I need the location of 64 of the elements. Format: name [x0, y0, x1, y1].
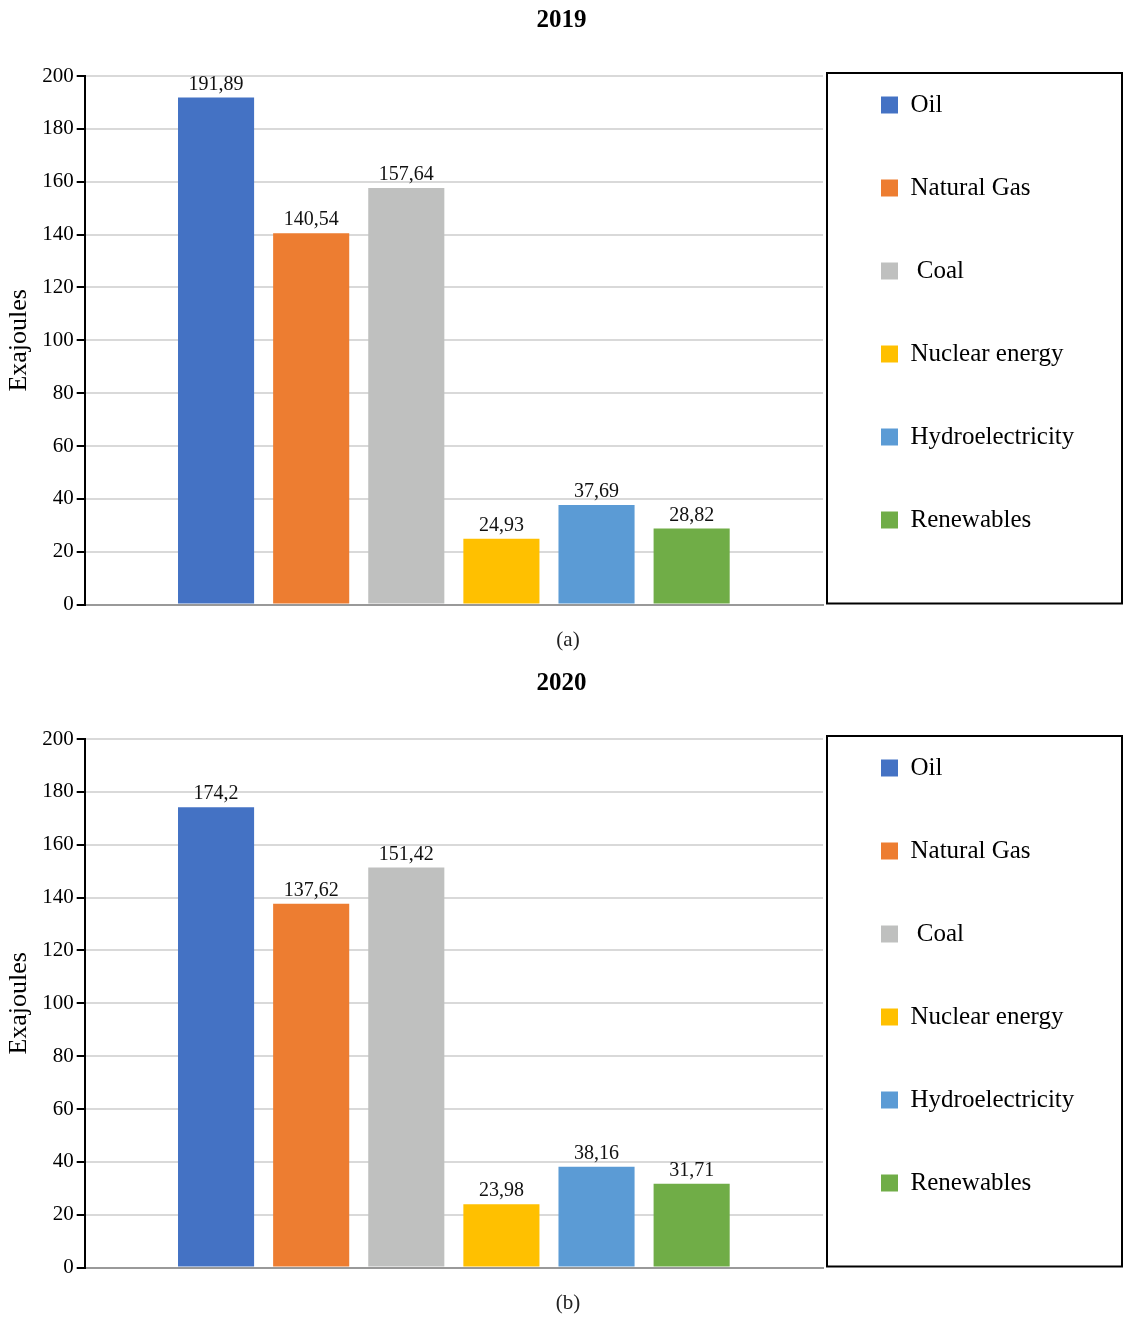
text: (a) — [556, 627, 580, 652]
data-label: 151,42 — [378, 841, 434, 864]
y-tick-label: 180 — [42, 778, 74, 803]
data-label: 157,64 — [378, 162, 434, 185]
y-tick-label: 60 — [52, 1095, 74, 1120]
y-tick-label: 20 — [52, 1201, 74, 1226]
y-tick-label: 120 — [42, 273, 74, 298]
y-tick-label: 40 — [52, 1148, 74, 1173]
legend-label: Oil — [910, 752, 943, 780]
data-label: 28,82 — [669, 502, 715, 525]
y-axis-title: Exajoules — [3, 952, 33, 1055]
bar — [463, 1204, 540, 1267]
legend-label: Natural Gas — [910, 835, 1031, 863]
data-label: 137,62 — [283, 878, 339, 901]
y-tick-label: 20 — [52, 538, 74, 563]
y-tick-label: 100 — [42, 989, 74, 1014]
bar — [653, 528, 730, 604]
y-tick-label: 200 — [42, 62, 74, 87]
y-tick-label: 0 — [63, 1254, 74, 1279]
bar — [463, 538, 540, 604]
text: (b) — [555, 1290, 581, 1315]
data-label: 23,98 — [478, 1178, 524, 1201]
y-tick-label: 120 — [42, 936, 74, 961]
data-label: 24,93 — [478, 512, 524, 535]
legend-label: Nuclear energy — [910, 1001, 1064, 1029]
y-tick-label: 0 — [63, 591, 74, 616]
chart-title: 2020 — [536, 668, 587, 696]
legend-label: Coal — [910, 918, 965, 946]
data-label: 191,89 — [188, 71, 244, 94]
legend-label: Nuclear energy — [910, 338, 1064, 366]
chart-title: 2019 — [536, 5, 587, 33]
legend-label: Hydroelectricity — [910, 1084, 1075, 1112]
bar — [368, 867, 445, 1267]
y-tick-label: 140 — [42, 884, 74, 909]
bar — [178, 807, 255, 1267]
bar — [368, 187, 445, 604]
y-tick-label: 160 — [42, 831, 74, 856]
legend-label: Renewables — [910, 504, 1032, 532]
legend-label: Oil — [910, 89, 943, 117]
legend-label: Natural Gas — [910, 172, 1031, 200]
y-tick-label: 140 — [42, 221, 74, 246]
legend-label: Renewables — [910, 1167, 1032, 1195]
y-tick-label: 80 — [52, 379, 74, 404]
bar — [178, 97, 255, 604]
y-axis-title: Exajoules — [3, 289, 33, 392]
y-tick-label: 180 — [42, 115, 74, 140]
data-label: 174,2 — [193, 781, 239, 804]
bar — [558, 1166, 635, 1267]
bar — [273, 233, 350, 604]
data-label: 31,71 — [669, 1158, 715, 1181]
data-label: 140,54 — [283, 207, 339, 230]
y-tick-label: 160 — [42, 168, 74, 193]
bar — [653, 1183, 730, 1267]
data-label: 38,16 — [574, 1140, 620, 1163]
y-tick-label: 200 — [42, 725, 74, 750]
legend-label: Hydroelectricity — [910, 421, 1075, 449]
bar — [273, 903, 350, 1267]
y-tick-label: 40 — [52, 485, 74, 510]
data-label: 37,69 — [574, 479, 620, 502]
legend-label: Coal — [910, 255, 965, 283]
y-tick-label: 80 — [52, 1042, 74, 1067]
y-tick-label: 100 — [42, 326, 74, 351]
y-tick-label: 60 — [52, 432, 74, 457]
bar — [558, 504, 635, 604]
